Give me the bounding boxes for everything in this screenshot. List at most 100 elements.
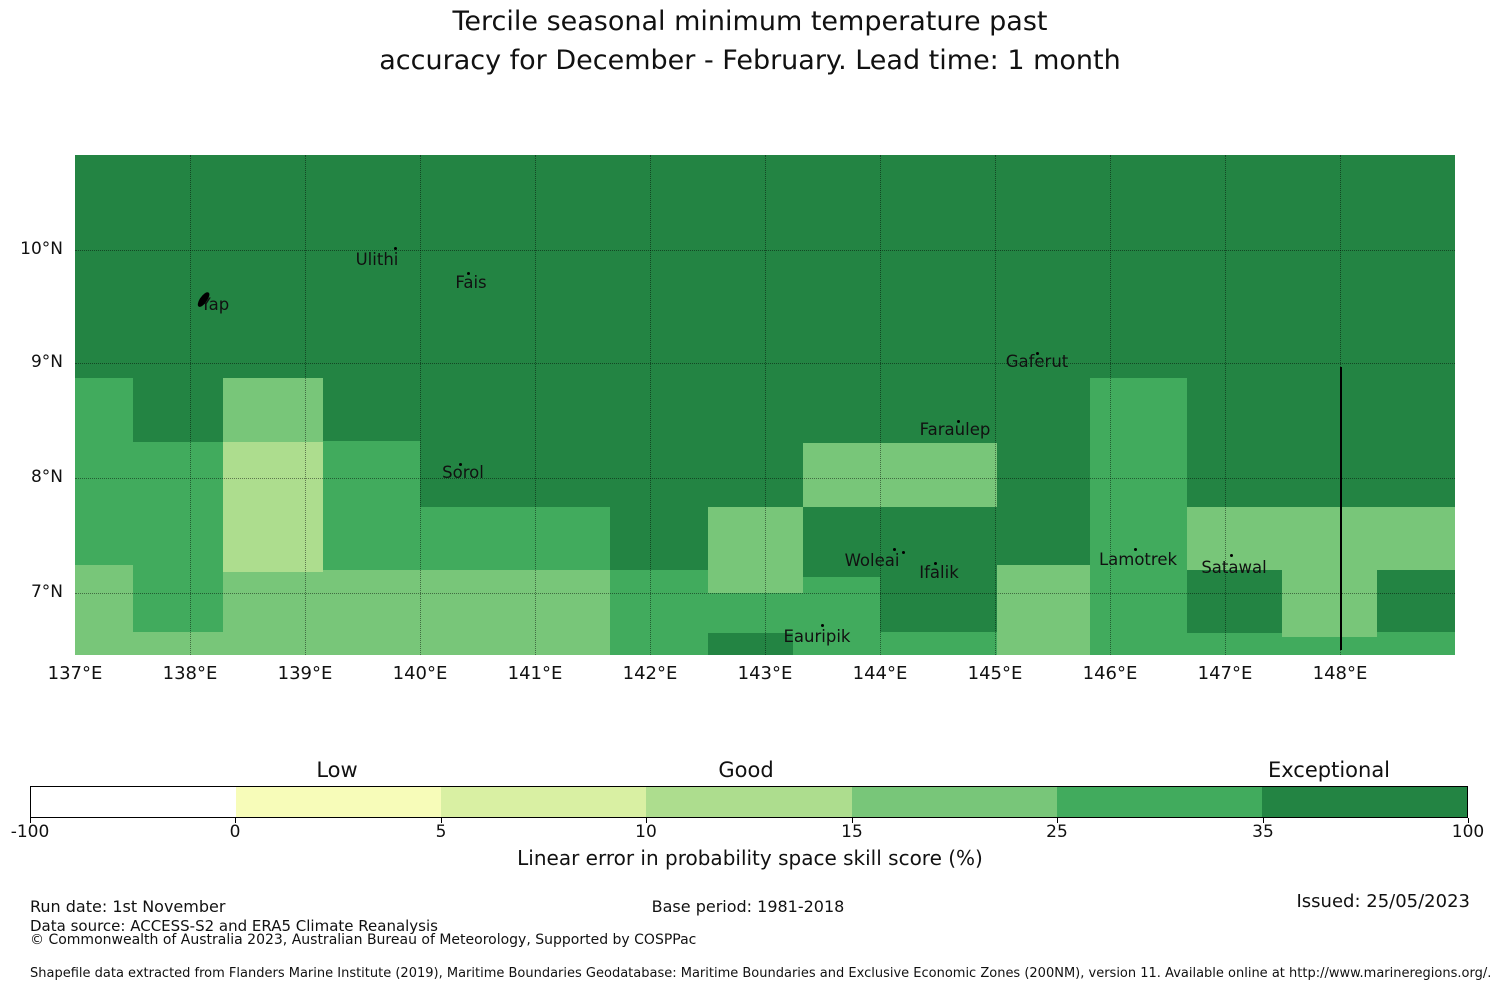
island-dot-icon: [1036, 352, 1039, 355]
x-axis-tick-label: 144°E: [852, 663, 908, 684]
colorbar-segment: [1261, 787, 1467, 817]
map-cell: [133, 632, 223, 655]
colorbar-band-label: Good: [718, 758, 774, 782]
map-cell: [1187, 378, 1455, 507]
island-dot-icon: [902, 551, 905, 554]
shapefile-note-text: Shapefile data extracted from Flanders M…: [30, 966, 1492, 981]
map-cell: [997, 443, 1090, 565]
colorbar-tick-mark: [852, 818, 853, 823]
island-dot-icon: [1230, 554, 1233, 557]
x-axis-tick-label: 143°E: [737, 663, 793, 684]
map-cell: [223, 378, 323, 442]
island-dot-icon: [459, 463, 462, 466]
meridian-gridline: [190, 155, 191, 655]
colorbar-tick-label: 25: [1046, 822, 1068, 842]
map-cell: [803, 507, 997, 577]
data-source-text: Data source: ACCESS-S2 and ERA5 Climate …: [30, 917, 438, 935]
colorbar-tick-mark: [1468, 818, 1469, 823]
map-cell: [75, 565, 133, 655]
x-axis-tick-label: 140°E: [392, 663, 448, 684]
map-cell: [803, 632, 997, 655]
meridian-gridline: [535, 155, 536, 655]
chart-title-line-1: Tercile seasonal minimum temperature pas…: [452, 6, 1048, 37]
meridian-gridline: [420, 155, 421, 655]
meridian-gridline: [880, 155, 881, 655]
meridian-gridline: [1110, 155, 1111, 655]
map-cell: [223, 572, 323, 655]
map-cell: [803, 443, 997, 507]
meridian-gridline: [1225, 155, 1226, 655]
colorbar-tick-label: 35: [1252, 822, 1274, 842]
island-label: Eauripik: [783, 627, 851, 646]
map-cell: [75, 155, 1455, 378]
copyright-text: © Commonwealth of Australia 2023, Austra…: [30, 932, 697, 948]
island-dot-icon: [893, 548, 896, 551]
island-label: Ifalik: [919, 563, 959, 582]
colorbar-segment: [1056, 787, 1262, 817]
colorbar-segment: [236, 787, 442, 817]
colorbar-tick-label: 15: [841, 822, 863, 842]
map-cell: [133, 442, 223, 632]
map-cell: [1187, 570, 1282, 633]
chart-title-line-2: accuracy for December - February. Lead t…: [379, 45, 1121, 76]
colorbar-tick-label: 100: [1451, 822, 1485, 842]
meridian-gridline: [305, 155, 306, 655]
x-axis-tick-label: 139°E: [277, 663, 333, 684]
island-label: Faraulep: [919, 420, 991, 439]
y-axis-tick-label: 10°N: [20, 239, 63, 259]
map-cell: [880, 577, 997, 632]
colorbar-tick-label: -100: [10, 822, 50, 842]
island-dot-icon: [394, 247, 397, 250]
parallel-gridline: [75, 593, 1455, 594]
x-axis-tick-label: 138°E: [162, 663, 218, 684]
map-cell: [997, 565, 1090, 655]
colorbar-tick-mark: [1263, 818, 1264, 823]
parallel-gridline: [75, 363, 1455, 364]
x-axis-tick-label: 146°E: [1082, 663, 1138, 684]
map-cell: [708, 507, 803, 593]
island-label: Woleai: [844, 551, 900, 570]
map-cell: [1282, 637, 1377, 655]
colorbar-segment: [31, 787, 237, 817]
colorbar-segment: [646, 787, 852, 817]
parallel-gridline: [75, 250, 1455, 251]
x-axis-tick-label: 137°E: [47, 663, 103, 684]
colorbar-tick-mark: [30, 818, 31, 823]
colorbar-tick-mark: [235, 818, 236, 823]
map-cell: [223, 442, 323, 572]
x-axis-tick-label: 141°E: [507, 663, 563, 684]
map-cell: [323, 570, 420, 655]
y-axis-tick-label: 7°N: [30, 582, 63, 602]
map-cell: [1187, 507, 1455, 570]
map-plot-area: Yap Ulithi Fais Sorol Gaferut Faraulep Woleai I…: [75, 155, 1455, 655]
x-axis-tick-label: 145°E: [967, 663, 1023, 684]
map-cell: [1090, 378, 1187, 655]
colorbar-band-label: Exceptional: [1267, 758, 1391, 782]
island-dot-icon: [957, 420, 960, 423]
parallel-gridline: [75, 478, 1455, 479]
island-label: Satawal: [1201, 558, 1267, 577]
map-cell: [420, 378, 610, 507]
map-cell: [1282, 570, 1377, 637]
island-label: Fais: [455, 273, 487, 292]
island-dot-icon: [1134, 548, 1137, 551]
colorbar-segment: [441, 787, 647, 817]
map-cell: [75, 378, 133, 565]
island-dot-icon: [467, 272, 470, 275]
colorbar-segment: [851, 787, 1057, 817]
map-cell: [1377, 570, 1455, 632]
island-label: Yap: [200, 295, 230, 314]
y-axis-tick-label: 9°N: [30, 352, 63, 372]
colorbar-tick-mark: [1057, 818, 1058, 823]
x-axis-tick-label: 148°E: [1312, 663, 1368, 684]
map-cell: [708, 378, 1090, 443]
base-period-text: Base period: 1981-2018: [651, 897, 845, 916]
x-axis-tick-label: 142°E: [622, 663, 678, 684]
map-cell: [708, 443, 803, 507]
y-axis-tick-label: 8°N: [30, 467, 63, 487]
map-cell: [133, 378, 223, 442]
map-cell: [323, 441, 420, 570]
map-cell: [610, 570, 708, 655]
island-label: Ulithi: [355, 250, 399, 269]
